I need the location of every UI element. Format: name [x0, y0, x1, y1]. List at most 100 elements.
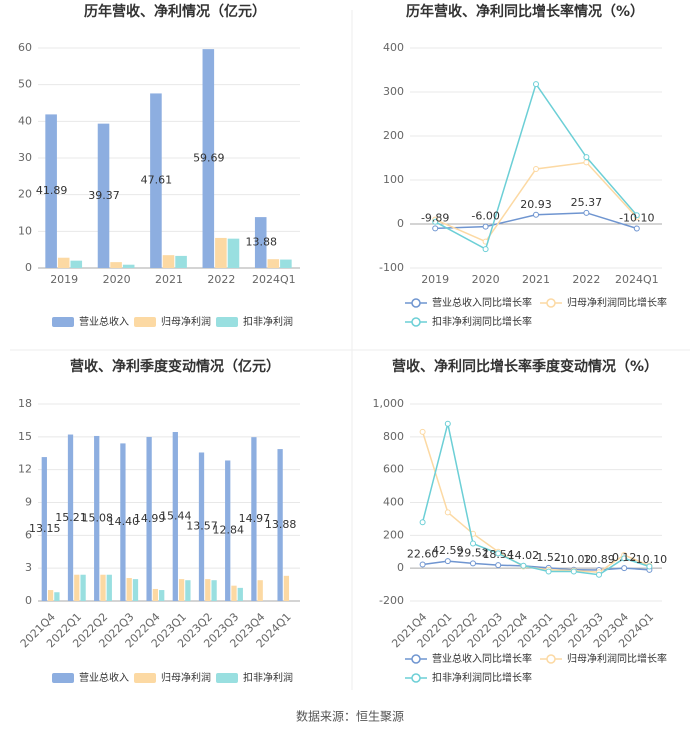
legend-label: 归母净利润 [161, 671, 211, 684]
legend-marker [411, 654, 421, 664]
data-label: 13.88 [265, 518, 297, 531]
legend-swatch [134, 317, 156, 327]
legend-swatch [52, 317, 74, 327]
bar [126, 578, 132, 601]
y-tick-label: 0 [25, 261, 32, 274]
data-label: -9.89 [421, 211, 449, 224]
y-tick-label: 12 [18, 463, 32, 476]
data-label: 14.40 [108, 515, 140, 528]
data-label: -10.10 [632, 553, 667, 566]
legend-label: 扣非净利润 [243, 671, 293, 684]
x-tick-label: 2022 [207, 273, 235, 286]
point [444, 558, 451, 565]
data-label: -10.02 [556, 553, 591, 566]
bar [185, 580, 191, 601]
legend-swatch [216, 317, 238, 327]
legend-marker [411, 317, 421, 327]
bar [110, 262, 122, 268]
legend-label: 营业总收入 [79, 315, 129, 328]
bar [251, 437, 257, 601]
data-label: 29.52 [457, 546, 489, 559]
bar [227, 238, 240, 268]
x-tick-label: 2020 [103, 273, 131, 286]
data-label: 10.89 [583, 553, 615, 566]
legend-marker [411, 673, 421, 683]
data-label: 18.54 [482, 548, 514, 561]
point [596, 571, 602, 578]
data-label: 39.37 [88, 189, 120, 202]
bar [80, 574, 86, 601]
y-tick-label: 30 [18, 151, 32, 164]
bar [215, 237, 227, 268]
bar [54, 592, 60, 601]
point [444, 420, 451, 427]
bar [231, 585, 237, 601]
point [545, 568, 552, 575]
bar [94, 435, 100, 601]
y-tick-label: 20 [18, 188, 32, 201]
x-tick-label: 2022 [572, 273, 600, 286]
legend-swatch [52, 673, 74, 683]
y-tick-label: 800 [383, 430, 404, 443]
legend-marker [546, 654, 556, 664]
point [419, 519, 426, 526]
chart-title: 营收、净利季度变动情况（亿元） [70, 358, 280, 375]
data-label: 42.59 [432, 544, 464, 557]
y-tick-label: 400 [383, 496, 404, 509]
y-tick-label: 400 [383, 41, 404, 54]
y-tick-label: -200 [379, 594, 404, 607]
bar [150, 93, 162, 269]
point [583, 159, 590, 166]
legend-label: 归母净利润同比增长率 [567, 652, 667, 665]
data-label: -6.00 [471, 210, 499, 223]
y-tick-label: 300 [383, 85, 404, 98]
y-tick-label: 0 [397, 217, 404, 230]
point [495, 562, 502, 569]
point [583, 154, 590, 161]
point [633, 225, 640, 232]
y-tick-label: 0 [25, 594, 32, 607]
legend-label: 扣非净利润同比增长率 [432, 315, 532, 328]
point [482, 223, 489, 230]
x-tick-label: 2021 [155, 273, 183, 286]
point [646, 563, 653, 570]
bar [106, 574, 112, 601]
y-tick-label: 60 [18, 41, 32, 54]
y-tick-label: 9 [25, 496, 32, 509]
data-label: 13.88 [245, 236, 277, 249]
x-tick-label: 2019 [421, 273, 449, 286]
data-label: 15.44 [160, 510, 192, 523]
x-tick-label: 2024Q1 [615, 273, 659, 286]
series-line [421, 423, 650, 576]
chart-title: 营收、净利同比增长率季度变动情况（%） [392, 358, 658, 375]
data-label: 14.99 [134, 512, 166, 525]
bar [280, 259, 292, 268]
y-tick-label: 3 [25, 561, 32, 574]
data-label: 14.97 [239, 512, 271, 525]
data-label: 25.37 [571, 196, 603, 209]
point [419, 428, 426, 435]
bar [70, 260, 83, 268]
data-label: 22.60 [407, 547, 439, 560]
bar [175, 255, 187, 268]
data-label: 15.21 [55, 511, 87, 524]
data-label: -10.10 [619, 211, 654, 224]
bar [67, 434, 74, 601]
data-label: 13.15 [29, 522, 61, 535]
legend-marker [546, 298, 556, 308]
data-label: 14.02 [508, 549, 540, 562]
point [533, 81, 539, 88]
bar [198, 452, 205, 601]
y-tick-label: 100 [383, 173, 404, 186]
bar [100, 574, 106, 601]
bar [254, 217, 267, 268]
bar [47, 590, 54, 601]
data-label: 20.93 [520, 198, 552, 211]
point [520, 562, 527, 569]
y-tick-label: 15 [18, 430, 32, 443]
point [432, 225, 439, 232]
bar [162, 255, 175, 268]
legend-swatch [216, 673, 238, 683]
data-label: 47.61 [141, 174, 173, 187]
